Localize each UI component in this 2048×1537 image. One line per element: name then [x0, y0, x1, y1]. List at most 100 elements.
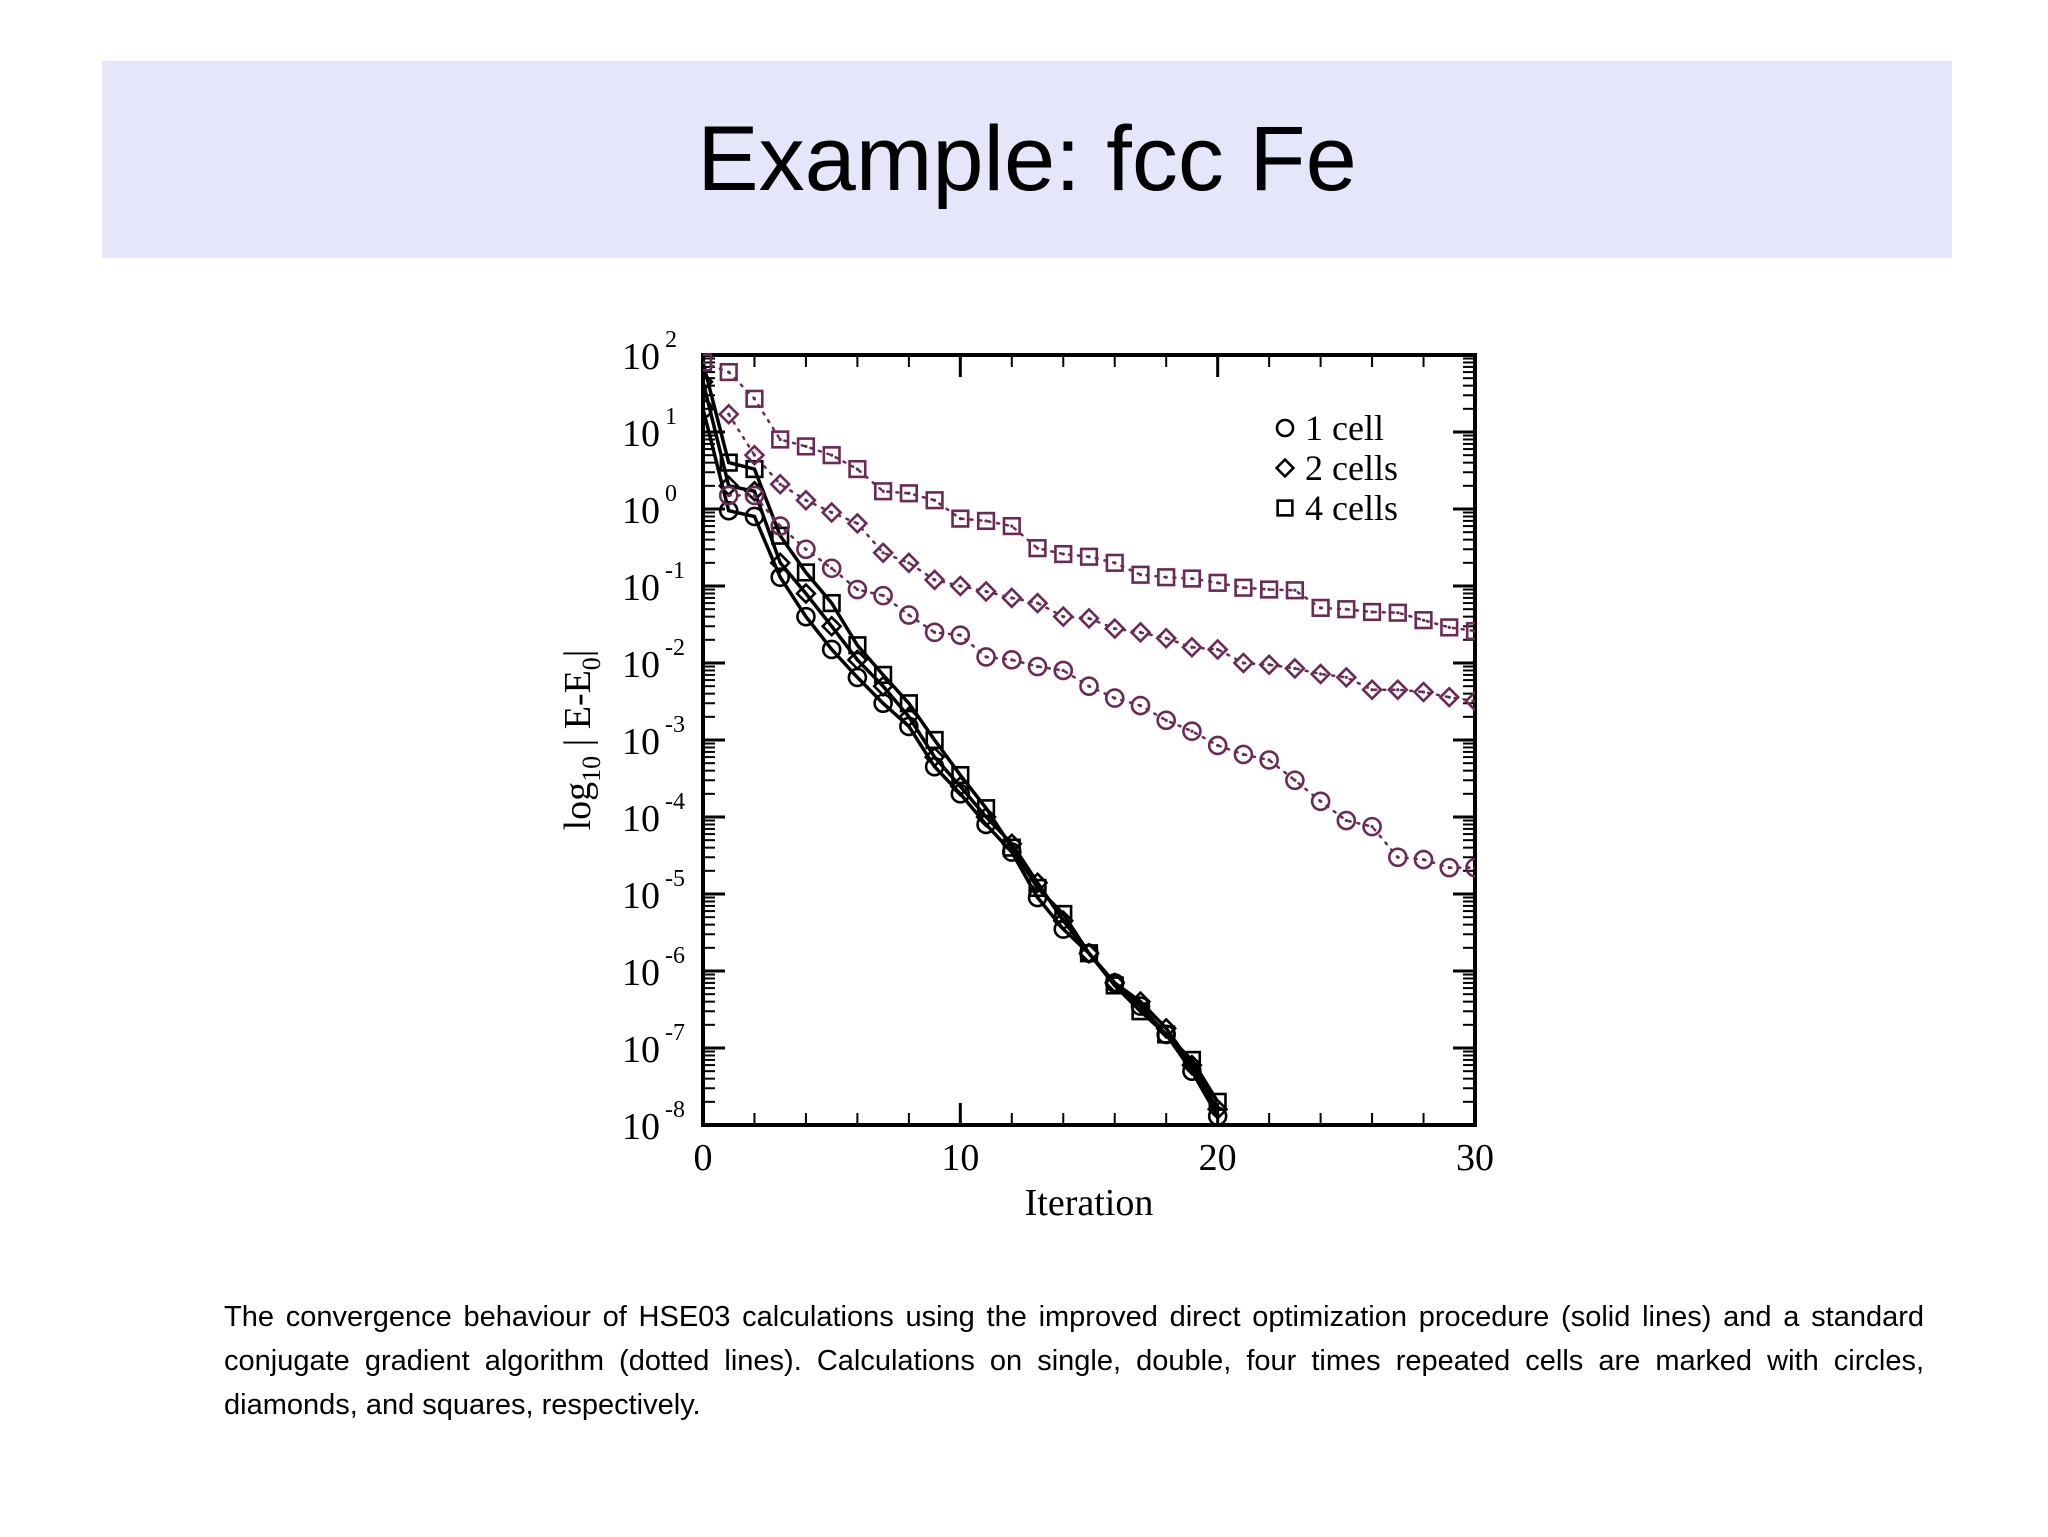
- data-point-square-dotted: [1234, 578, 1253, 597]
- legend-item-square: 4 cells: [1276, 488, 1398, 528]
- marker-center-dot: [881, 551, 885, 555]
- diamond-marker: [1206, 1098, 1229, 1121]
- circle-marker: [796, 539, 816, 560]
- data-point-square-solid: [719, 453, 738, 472]
- diamond-marker: [1078, 607, 1100, 630]
- circle-marker: [1079, 676, 1099, 696]
- title-band: Example: fcc Fe: [102, 61, 1952, 258]
- marker-center-dot: [804, 547, 808, 551]
- square-marker: [796, 563, 816, 582]
- marker-center-dot: [881, 489, 885, 493]
- square-marker: [1465, 621, 1475, 641]
- data-point-circle-dotted: [1001, 650, 1022, 670]
- marker-center-dot: [933, 578, 937, 582]
- data-point-circle-dotted: [796, 539, 816, 560]
- data-point-square-dotted: [1002, 516, 1021, 536]
- data-point-diamond-dotted: [743, 444, 766, 466]
- data-point-diamond-dotted: [1129, 621, 1152, 644]
- marker-center-dot: [778, 482, 782, 486]
- marker-center-dot: [752, 493, 757, 498]
- y-tick-label-exponent: -4: [665, 789, 685, 815]
- data-point-circle-dotted: [1079, 676, 1099, 696]
- data-point-square-dotted: [1414, 611, 1433, 630]
- marker-center-dot: [727, 370, 731, 374]
- data-point-diamond-solid: [820, 615, 843, 638]
- data-point-circle-dotted: [1413, 849, 1434, 870]
- diamond-marker: [795, 582, 817, 605]
- circle-marker: [1285, 770, 1305, 791]
- circle-marker: [821, 639, 842, 660]
- y-axis-title-subscript: 10: [577, 756, 606, 782]
- circle-marker: [1465, 857, 1475, 878]
- marker-center-dot: [1473, 629, 1475, 633]
- marker-center-dot: [727, 493, 731, 498]
- data-point-diamond-dotted: [1438, 686, 1461, 708]
- square-marker: [925, 491, 944, 510]
- marker-center-dot: [933, 630, 937, 634]
- marker-center-dot: [907, 491, 911, 495]
- circle-marker: [976, 647, 996, 667]
- square-marker: [1182, 569, 1202, 588]
- square-marker: [1079, 547, 1099, 566]
- marker-center-dot: [1370, 825, 1374, 829]
- circle-marker: [1336, 810, 1357, 831]
- square-marker: [703, 353, 713, 372]
- marker-center-dot: [1396, 611, 1400, 615]
- data-point-circle-dotted: [1027, 656, 1048, 677]
- marker-center-dot: [855, 521, 859, 526]
- square-marker: [771, 526, 790, 545]
- data-point-circle-dotted: [1310, 791, 1331, 812]
- diamond-marker: [820, 501, 843, 524]
- square-marker: [1260, 580, 1279, 599]
- data-point-circle-dotted: [821, 558, 842, 579]
- marker-center-dot: [907, 561, 911, 565]
- square-marker: [1414, 611, 1433, 630]
- data-point-square-dotted: [1028, 539, 1047, 558]
- y-axis-title-subscript: 0: [577, 657, 606, 670]
- diamond-marker: [1412, 681, 1435, 703]
- data-point-square-dotted: [874, 482, 893, 501]
- marker-center-dot: [1216, 743, 1220, 748]
- square-marker: [976, 799, 996, 818]
- diamond-marker: [1438, 686, 1461, 708]
- marker-center-dot: [1370, 610, 1374, 614]
- x-tick-label: 0: [694, 1137, 713, 1179]
- x-axis-title: Iteration: [1025, 1182, 1154, 1224]
- marker-center-dot: [907, 613, 911, 617]
- data-point-circle-dotted: [1336, 810, 1357, 831]
- legend-item-circle: 1 cell: [1275, 408, 1384, 448]
- data-point-circle-dotted: [1207, 735, 1228, 756]
- legend-diamond-icon: [1274, 457, 1296, 479]
- diamond-marker: [975, 806, 997, 828]
- marker-center-dot: [1113, 626, 1117, 631]
- circle-marker: [1207, 735, 1228, 756]
- circle-marker: [1001, 650, 1022, 670]
- diamond-marker: [717, 403, 740, 426]
- data-point-circle-dotted: [873, 585, 893, 606]
- diamond-marker: [898, 552, 920, 574]
- data-point-square-dotted: [1079, 547, 1099, 566]
- marker-center-dot: [804, 498, 808, 502]
- square-marker: [1105, 976, 1124, 995]
- marker-center-dot: [1319, 672, 1323, 676]
- data-point-diamond-dotted: [1026, 592, 1049, 614]
- data-point-circle-solid: [796, 606, 816, 627]
- data-point-diamond-dotted: [1335, 666, 1358, 689]
- data-point-square-dotted: [822, 446, 841, 465]
- data-point-square-dotted: [719, 362, 738, 382]
- circle-marker: [950, 625, 971, 645]
- diamond-marker: [1309, 663, 1332, 685]
- marker-center-dot: [1241, 661, 1245, 665]
- marker-center-dot: [855, 587, 859, 592]
- circle-marker: [1104, 688, 1125, 708]
- data-point-square-solid: [874, 665, 893, 685]
- data-point-circle-dotted: [1233, 744, 1254, 765]
- marker-center-dot: [1421, 690, 1426, 694]
- marker-center-dot: [830, 566, 834, 570]
- data-point-square-solid: [899, 694, 918, 713]
- marker-center-dot: [1087, 616, 1091, 620]
- data-point-square-dotted: [1311, 598, 1330, 617]
- square-marker: [874, 665, 893, 685]
- legend-label: 2 cells: [1305, 448, 1398, 488]
- data-point-square-dotted: [848, 459, 867, 479]
